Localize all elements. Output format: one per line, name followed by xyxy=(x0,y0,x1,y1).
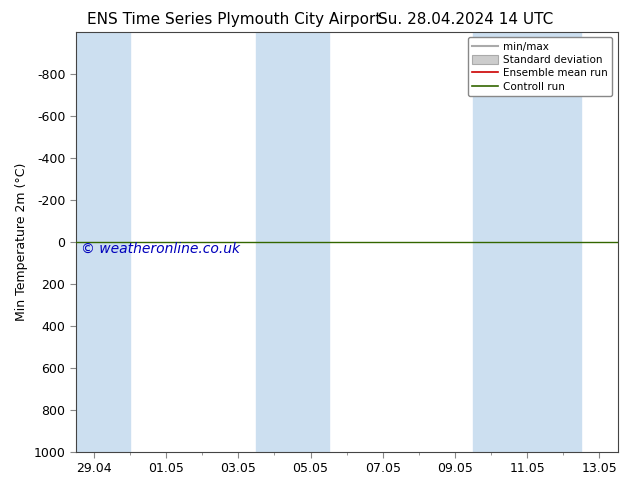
Text: © weatheronline.co.uk: © weatheronline.co.uk xyxy=(81,242,240,256)
Bar xyxy=(76,32,130,452)
Y-axis label: Min Temperature 2m (°C): Min Temperature 2m (°C) xyxy=(15,163,28,321)
Text: ENS Time Series Plymouth City Airport: ENS Time Series Plymouth City Airport xyxy=(87,12,382,27)
Text: Su. 28.04.2024 14 UTC: Su. 28.04.2024 14 UTC xyxy=(378,12,553,27)
Legend: min/max, Standard deviation, Ensemble mean run, Controll run: min/max, Standard deviation, Ensemble me… xyxy=(468,37,612,96)
Bar xyxy=(473,32,581,452)
Bar xyxy=(256,32,328,452)
